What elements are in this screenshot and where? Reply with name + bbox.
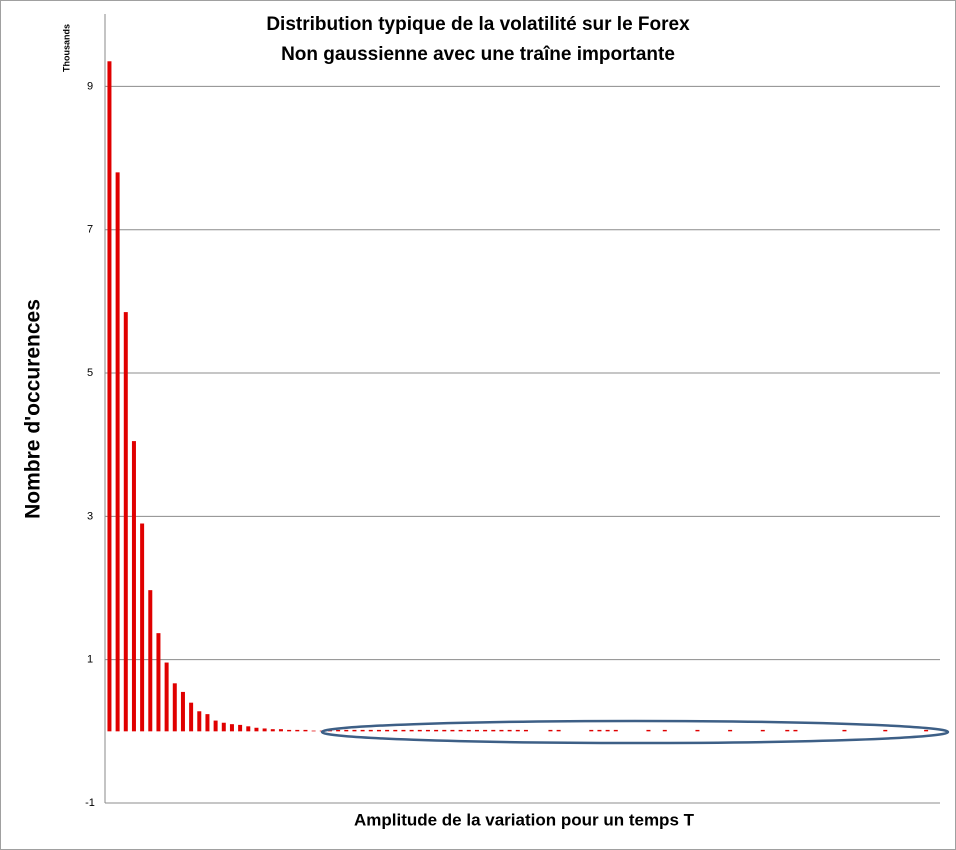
bar <box>352 729 357 732</box>
bar <box>499 729 504 732</box>
x-axis-title: Amplitude de la variation pour un temps … <box>354 810 695 829</box>
bar <box>221 722 226 732</box>
bar <box>254 727 259 732</box>
bar <box>368 729 373 732</box>
bar <box>646 729 651 732</box>
y-tick-label: 7 <box>87 224 93 236</box>
bar <box>556 729 561 732</box>
bar <box>148 590 153 732</box>
y-tick-label: 1 <box>87 654 93 666</box>
bar <box>287 729 292 732</box>
bar <box>883 729 888 732</box>
bar <box>336 729 341 732</box>
tail-highlight <box>320 719 950 745</box>
bar <box>172 683 177 732</box>
bar <box>515 729 520 732</box>
bar <box>270 729 275 732</box>
y-tick-label: 9 <box>87 80 93 92</box>
y-tick-label: 3 <box>87 510 93 522</box>
bar <box>924 729 929 732</box>
bar <box>393 729 398 732</box>
bar <box>385 729 390 732</box>
bar <box>613 729 618 732</box>
bar <box>507 729 512 732</box>
y-axis-unit: Thousands <box>61 24 71 72</box>
bar <box>246 726 251 732</box>
bar <box>344 729 349 732</box>
bar <box>123 312 128 732</box>
bar <box>548 729 553 732</box>
bar <box>409 729 414 732</box>
bar <box>728 729 733 732</box>
bar <box>303 729 308 732</box>
bar <box>695 729 700 732</box>
bar <box>842 729 847 732</box>
bar <box>434 729 439 732</box>
bar <box>156 633 161 732</box>
bar <box>450 729 455 732</box>
bar <box>474 729 479 732</box>
bar <box>425 729 430 732</box>
chart-subtitle: Non gaussienne avec une traîne important… <box>281 44 675 65</box>
bar <box>483 729 488 732</box>
bar <box>131 441 136 732</box>
bar <box>115 172 120 732</box>
bar <box>417 729 422 732</box>
bar <box>466 729 471 732</box>
bar <box>189 702 194 732</box>
bar <box>140 523 145 732</box>
bar <box>491 729 496 732</box>
bar <box>785 729 790 732</box>
bar <box>205 714 210 732</box>
bar <box>523 729 528 732</box>
y-tick-label: -1 <box>85 797 95 809</box>
bar <box>295 729 300 732</box>
bar <box>605 729 610 732</box>
bar <box>278 729 283 732</box>
bar <box>662 729 667 732</box>
bar <box>442 729 447 732</box>
bar <box>360 729 365 732</box>
bar <box>376 729 381 732</box>
bar <box>107 61 112 732</box>
bar <box>597 729 602 732</box>
bar <box>311 730 316 732</box>
chart-title: Distribution typique de la volatilité su… <box>266 14 690 35</box>
bar <box>180 691 185 732</box>
bar <box>589 729 594 732</box>
bar <box>197 711 202 732</box>
bar <box>238 724 243 732</box>
bar <box>164 662 169 732</box>
y-tick-label: 5 <box>87 367 93 379</box>
bar <box>793 729 798 732</box>
bar <box>213 720 218 732</box>
bar <box>401 729 406 732</box>
y-axis-title: Nombre d'occurences <box>22 299 45 519</box>
bar <box>458 729 463 732</box>
bar <box>760 729 765 732</box>
bar <box>262 728 267 732</box>
bar <box>229 724 234 732</box>
plot-area: -1 1 3 5 7 9 <box>85 61 940 809</box>
